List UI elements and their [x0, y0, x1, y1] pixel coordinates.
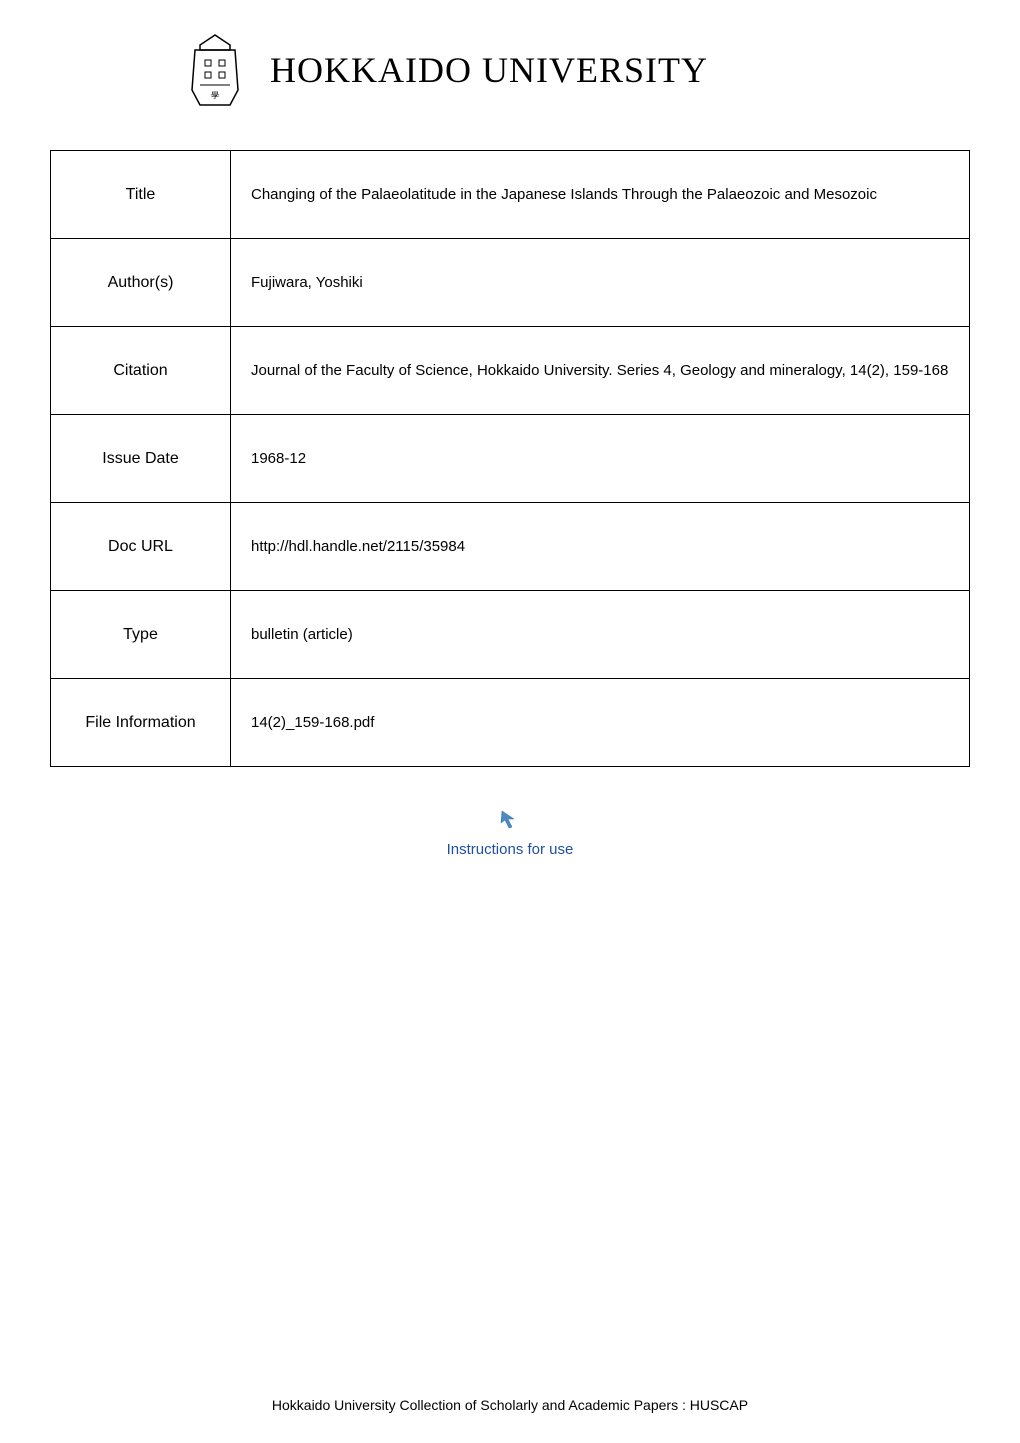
metadata-table: Title Changing of the Palaeolatitude in …: [50, 150, 970, 767]
instructions-link[interactable]: Instructions for use: [0, 841, 1020, 858]
university-logo: 學: [180, 30, 250, 110]
file-info-value[interactable]: 14(2)_159-168.pdf: [231, 679, 970, 767]
table-row: Doc URL http://hdl.handle.net/2115/35984: [51, 503, 970, 591]
svg-text:學: 學: [211, 90, 219, 100]
university-name: HOKKAIDO UNIVERSITY: [270, 49, 708, 91]
page-header: 學 HOKKAIDO UNIVERSITY: [0, 0, 1020, 130]
table-row: File Information 14(2)_159-168.pdf: [51, 679, 970, 767]
doc-url-label: Doc URL: [51, 503, 231, 591]
issue-date-value: 1968-12: [231, 415, 970, 503]
table-row: Issue Date 1968-12: [51, 415, 970, 503]
table-row: Type bulletin (article): [51, 591, 970, 679]
author-label: Author(s): [51, 239, 231, 327]
citation-label: Citation: [51, 327, 231, 415]
issue-date-label: Issue Date: [51, 415, 231, 503]
table-row: Author(s) Fujiwara, Yoshiki: [51, 239, 970, 327]
table-row: Citation Journal of the Faculty of Scien…: [51, 327, 970, 415]
page-footer: Hokkaido University Collection of Schola…: [0, 1397, 1020, 1413]
arrow-icon: [498, 807, 522, 831]
author-value: Fujiwara, Yoshiki: [231, 239, 970, 327]
title-value: Changing of the Palaeolatitude in the Ja…: [231, 151, 970, 239]
doc-url-value[interactable]: http://hdl.handle.net/2115/35984: [231, 503, 970, 591]
type-label: Type: [51, 591, 231, 679]
table-row: Title Changing of the Palaeolatitude in …: [51, 151, 970, 239]
title-label: Title: [51, 151, 231, 239]
citation-value: Journal of the Faculty of Science, Hokka…: [231, 327, 970, 415]
type-value: bulletin (article): [231, 591, 970, 679]
instructions-section: Instructions for use: [0, 807, 1020, 858]
file-info-label: File Information: [51, 679, 231, 767]
